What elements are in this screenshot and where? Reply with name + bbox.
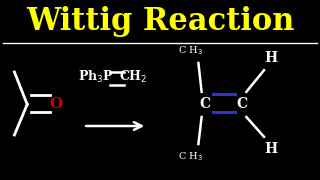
- Text: Ph$_3$P: Ph$_3$P: [78, 69, 114, 86]
- Text: Wittig Reaction: Wittig Reaction: [26, 6, 294, 37]
- Text: O: O: [49, 97, 63, 111]
- Text: C H$_3$: C H$_3$: [178, 150, 203, 163]
- Text: C H$_3$: C H$_3$: [178, 44, 203, 57]
- Text: H: H: [264, 142, 277, 156]
- Text: C: C: [199, 97, 210, 111]
- Text: H: H: [264, 51, 277, 65]
- Text: CH$_2$: CH$_2$: [118, 69, 147, 86]
- Text: C: C: [236, 97, 247, 111]
